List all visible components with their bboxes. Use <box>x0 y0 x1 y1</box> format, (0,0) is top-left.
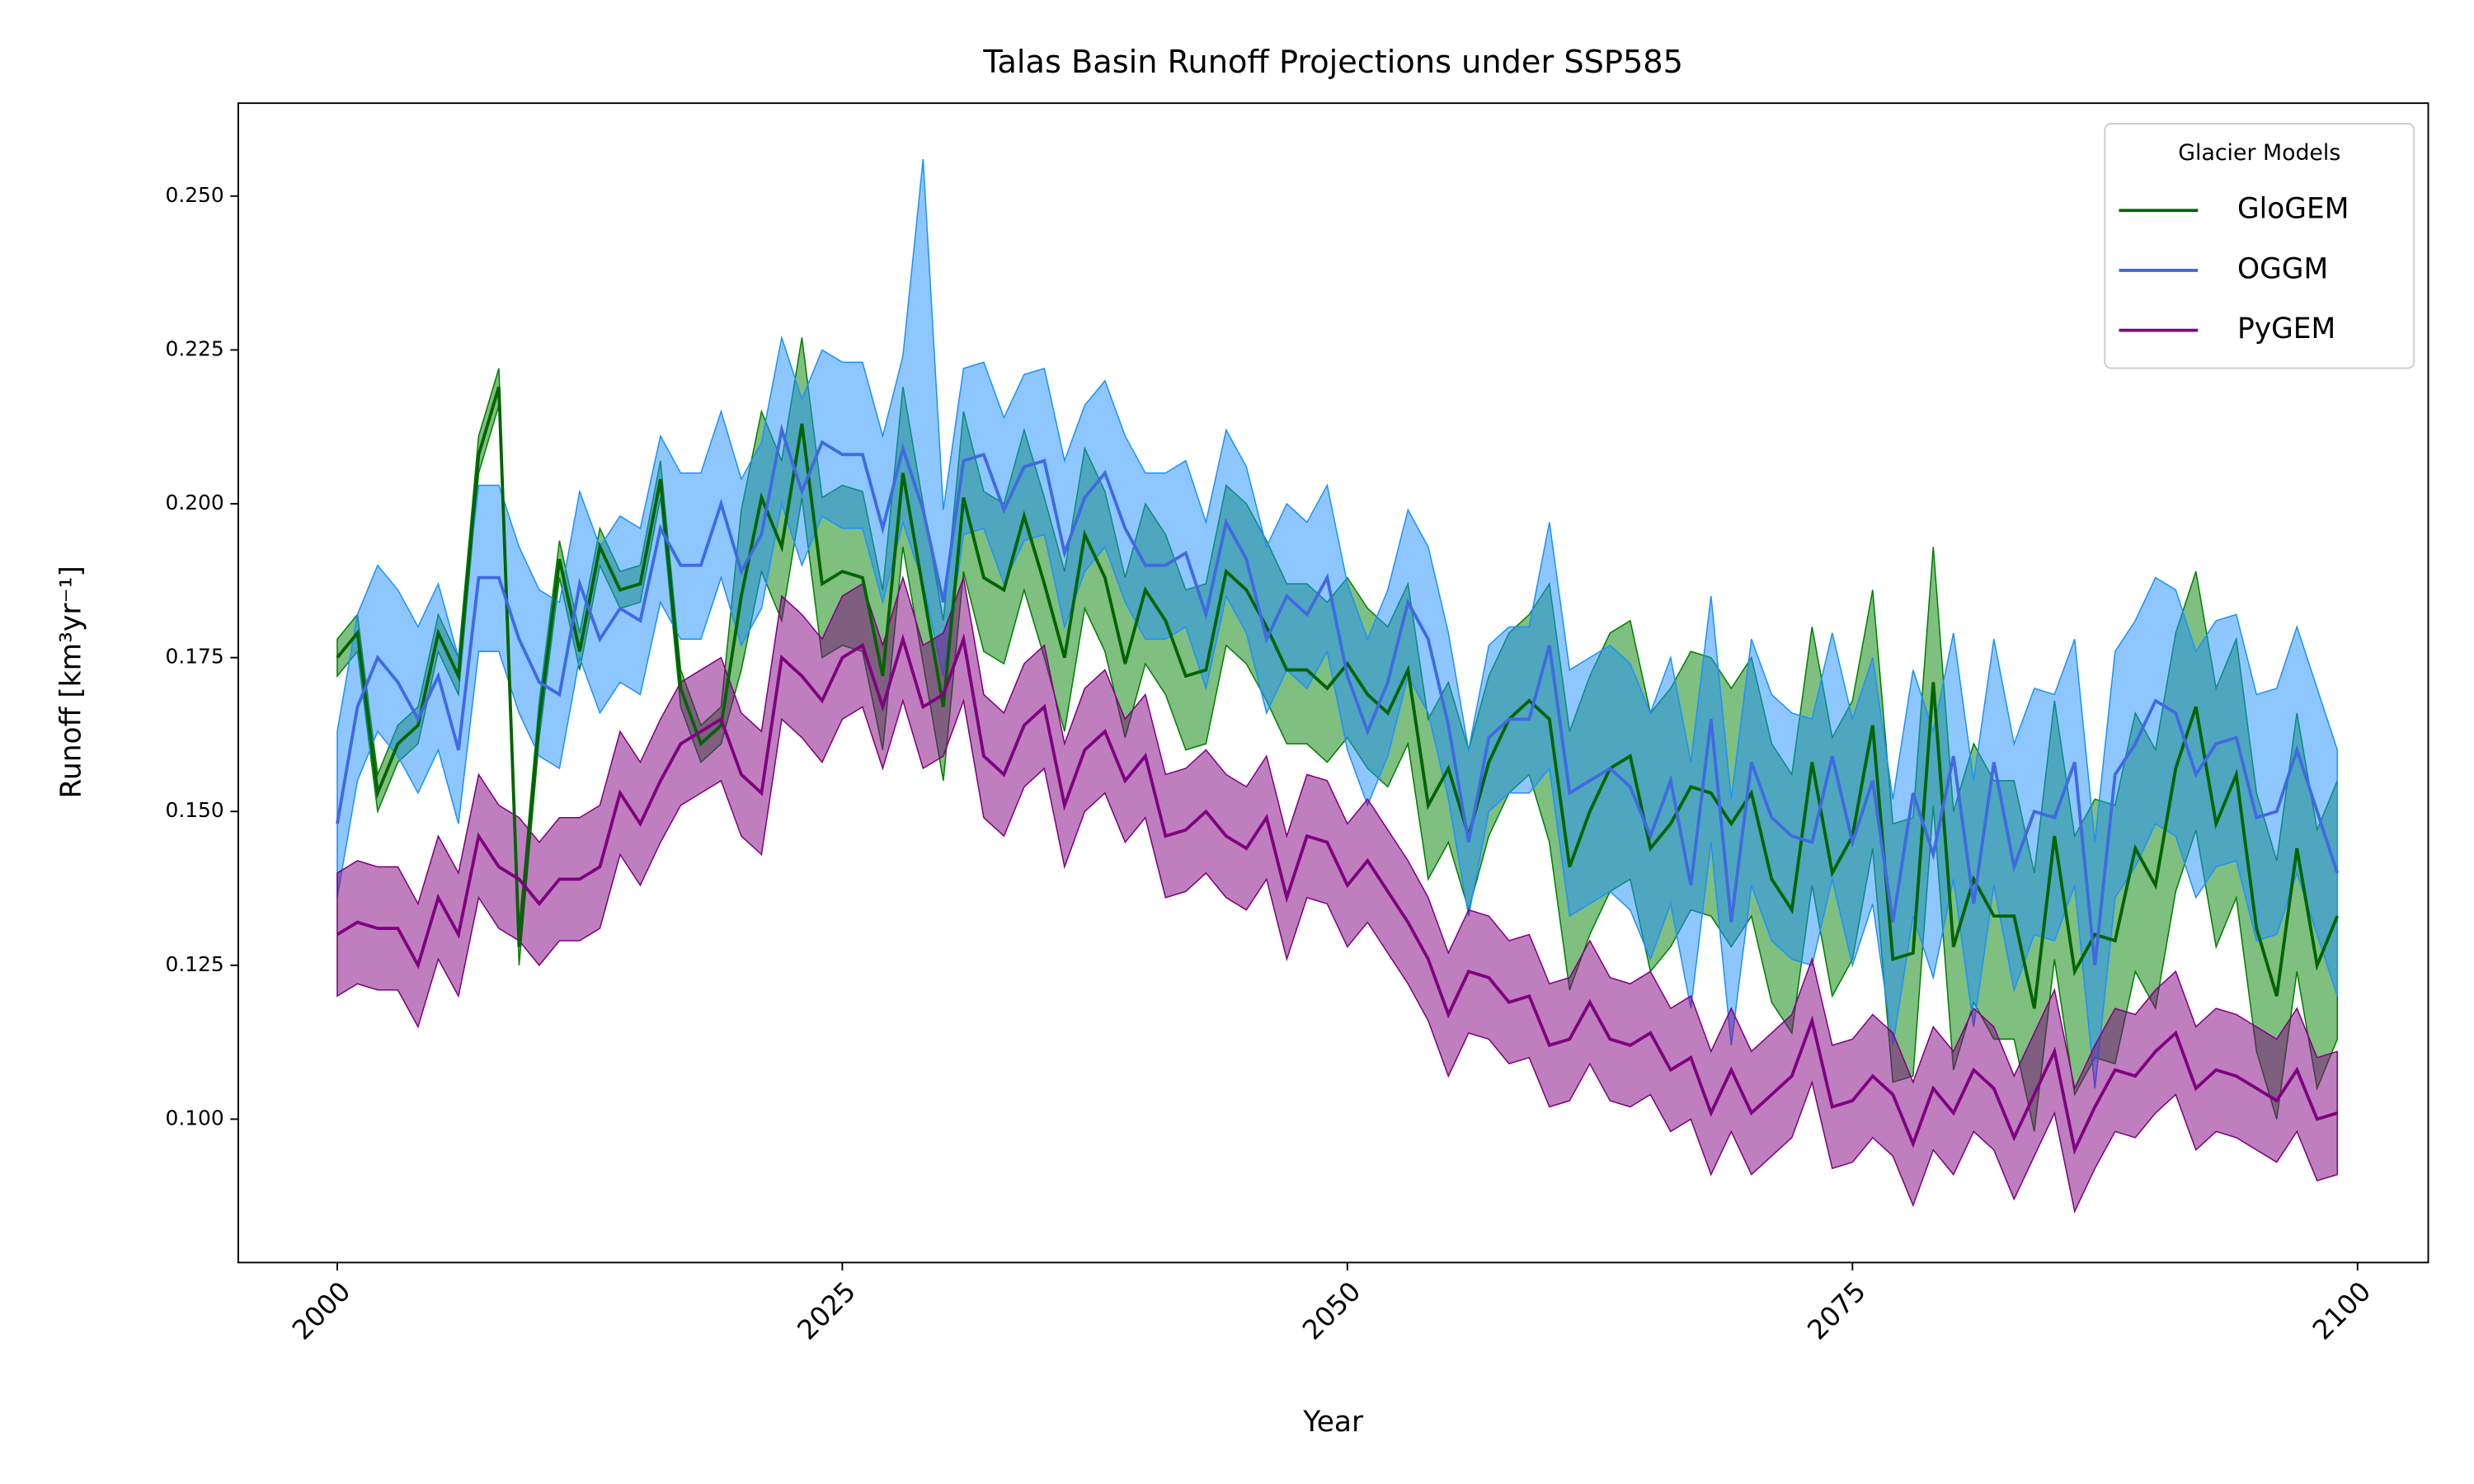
band <box>336 575 2339 1214</box>
y-axis-label: Runoff [km³yr⁻¹] <box>55 566 88 798</box>
legend-box <box>2104 123 2415 369</box>
series-line <box>336 386 2340 1009</box>
series-line <box>336 423 2340 966</box>
y-tick-label: 0.250 <box>166 183 224 207</box>
y-tick-label: 0.225 <box>166 336 224 360</box>
legend-label: PyGEM <box>2237 312 2335 345</box>
legend-title: Glacier Models <box>2178 140 2340 166</box>
legend-label: GloGEM <box>2237 193 2349 226</box>
y-tick-label: 0.175 <box>166 645 224 669</box>
x-axis-label: Year <box>1302 1406 1364 1439</box>
legend-label: OGGM <box>2237 252 2328 285</box>
plot-frame <box>237 102 2429 1264</box>
y-tick-label: 0.125 <box>166 952 224 976</box>
y-tick-label: 0.200 <box>166 491 224 514</box>
series-line <box>336 632 2338 1155</box>
chart-title: Talas Basin Runoff Projections under SSP… <box>982 44 1683 81</box>
y-tick-label: 0.100 <box>166 1106 224 1129</box>
y-tick-label: 0.150 <box>166 798 224 822</box>
